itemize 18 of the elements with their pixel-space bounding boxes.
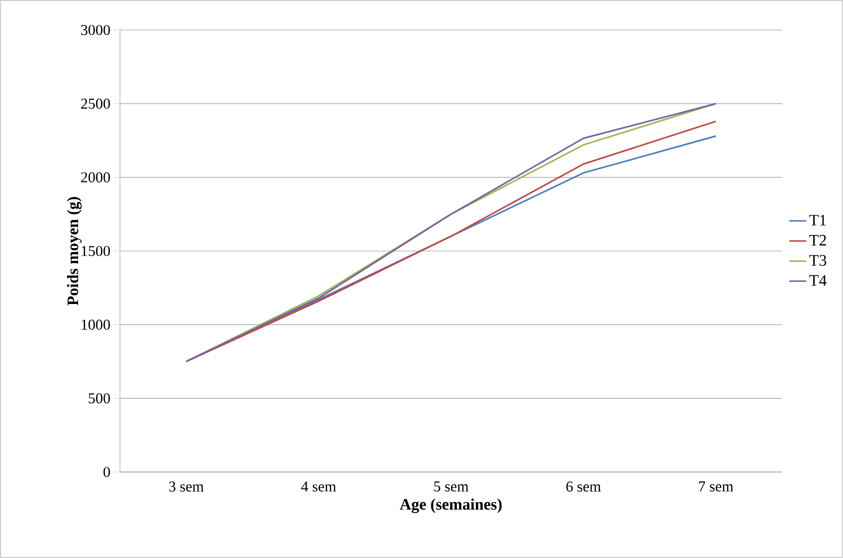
x-tick-label: 4 sem [301,482,336,492]
y-tick-label: 500 [88,393,110,404]
legend-label: T3 [809,255,826,266]
x-tick-label: 5 sem [434,482,468,492]
x-axis-title: Age (semaines) [400,498,502,514]
legend-label: T4 [809,275,827,286]
x-tick-label: 6 sem [566,482,601,492]
y-tick-label: 2500 [81,98,110,109]
x-tick-label: 3 sem [169,482,204,492]
y-tick-label: 1500 [82,246,110,256]
y-tick-label: 3000 [81,24,110,36]
legend-label: T1 [809,214,826,226]
y-axis-title: Poids moyen (g) [66,197,82,306]
legend-label: T2 [809,234,826,246]
y-tick-label: 2000 [81,172,110,182]
y-tick-label: 0 [104,466,110,478]
y-tick-label: 1000 [82,320,110,330]
x-tick-label: 7 sem [699,482,734,492]
